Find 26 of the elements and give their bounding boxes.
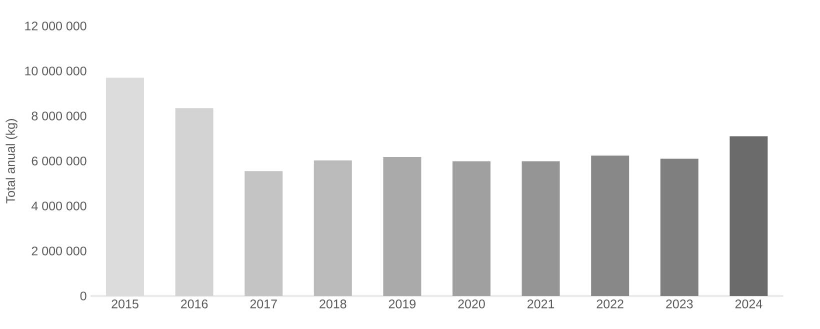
bar xyxy=(591,156,630,296)
x-tick-label: 2021 xyxy=(528,300,554,308)
x-tick-label: 2016 xyxy=(181,300,208,308)
y-tick-label: 12 000 000 xyxy=(25,22,86,30)
x-tick-label: 2020 xyxy=(458,300,485,308)
y-tick-label: 8 000 000 xyxy=(32,112,86,120)
y-tick-label: 4 000 000 xyxy=(32,202,86,210)
y-tick-label: 10 000 000 xyxy=(25,66,86,76)
x-tick-label: 2018 xyxy=(320,300,346,308)
y-tick-label: 2 000 000 xyxy=(32,246,86,256)
x-tick-label: 2024 xyxy=(735,300,762,308)
bar xyxy=(314,160,352,296)
y-tick-label: 6 000 000 xyxy=(32,156,86,166)
x-tick-label: 2017 xyxy=(250,300,277,308)
y-axis-title: Total anual (kg) xyxy=(6,119,18,204)
y-tick-label: 0 xyxy=(80,292,86,300)
x-tick-label: 2015 xyxy=(112,300,138,308)
bar xyxy=(522,161,560,296)
bar xyxy=(452,161,490,296)
x-tick-label: 2023 xyxy=(666,300,693,308)
x-tick-label: 2019 xyxy=(388,300,416,308)
bar xyxy=(660,158,698,296)
x-tick-label: 2022 xyxy=(596,300,624,308)
bar xyxy=(244,171,283,296)
bar xyxy=(383,156,422,296)
bar xyxy=(730,136,768,296)
